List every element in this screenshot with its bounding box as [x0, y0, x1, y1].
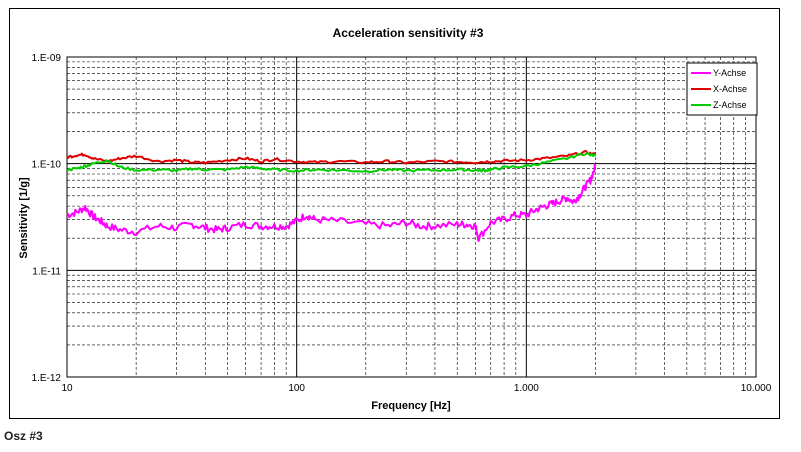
y-tick-label: 1.E-12: [32, 373, 62, 384]
y-tick-label: 1.E-09: [32, 53, 62, 64]
y-tick-label: 1.E-10: [32, 160, 62, 171]
series-line-x-achse: [66, 150, 597, 165]
chart-title: Acceleration sensitivity #3: [333, 26, 484, 40]
series-lines: [66, 150, 597, 242]
legend-label: Z-Achse: [713, 100, 747, 110]
series-line-y-achse: [66, 163, 597, 242]
plot-area: [66, 56, 757, 378]
legend-label: X-Achse: [713, 84, 747, 94]
caption: Osz #3: [4, 429, 43, 443]
x-axis-label: Frequency [Hz]: [371, 400, 451, 412]
axis-ticks: 10 100 1.000 10.000 1.E-12 1.E-11 1.E-10 1.E-09: [32, 53, 772, 394]
x-tick-label: 10.000: [741, 383, 772, 394]
legend-label: Y-Achse: [713, 68, 746, 78]
grid: [66, 56, 757, 378]
y-axis-label: Sensitivity [1/g]: [18, 177, 30, 259]
series-line-z-achse: [66, 152, 597, 173]
legend: Y-Achse X-Achse Z-Achse: [686, 62, 758, 116]
x-tick-label: 10: [61, 383, 73, 394]
x-tick-label: 1.000: [514, 383, 539, 394]
y-tick-label: 1.E-11: [32, 266, 61, 277]
x-tick-label: 100: [288, 383, 305, 394]
